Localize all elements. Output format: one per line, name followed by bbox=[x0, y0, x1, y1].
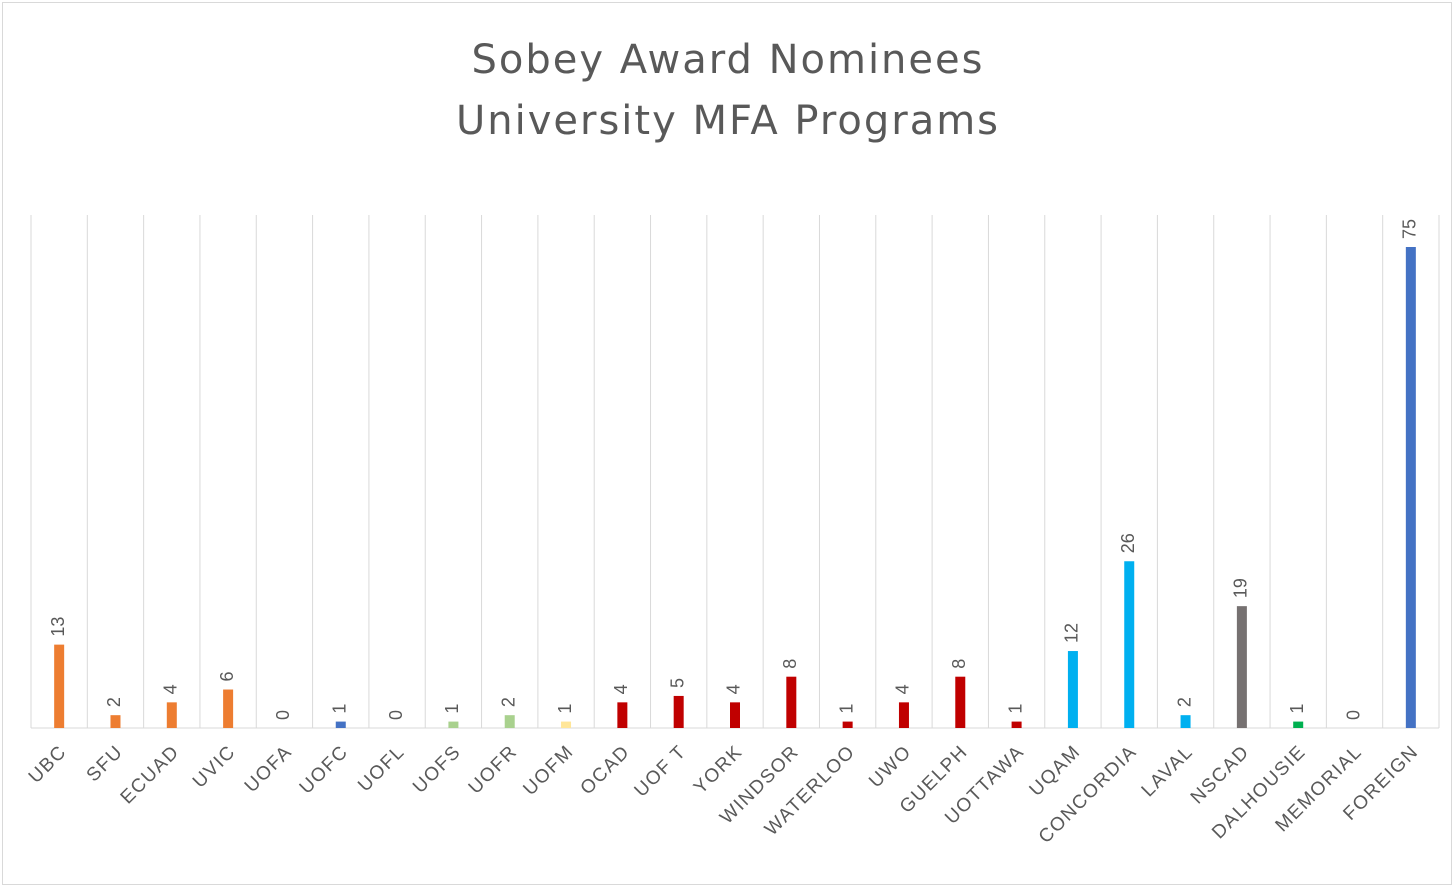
bar bbox=[842, 721, 853, 728]
bar bbox=[1405, 247, 1416, 728]
data-label: 4 bbox=[893, 684, 913, 694]
x-tick-label: SFU bbox=[83, 741, 128, 786]
data-label: 4 bbox=[161, 684, 181, 694]
bar bbox=[1180, 715, 1191, 728]
data-label: 2 bbox=[1174, 697, 1194, 707]
bar bbox=[898, 702, 909, 728]
data-label: 2 bbox=[104, 697, 124, 707]
x-tick-label: UOFM bbox=[519, 741, 578, 800]
x-tick-label: ECUAD bbox=[117, 741, 184, 808]
data-label: 19 bbox=[1231, 578, 1251, 598]
data-label: 4 bbox=[724, 684, 744, 694]
x-tick-label: UOFC bbox=[296, 741, 353, 798]
bar bbox=[1011, 721, 1022, 728]
x-tick-label: UOFA bbox=[241, 741, 297, 797]
bar bbox=[54, 644, 65, 728]
data-label: 26 bbox=[1118, 533, 1138, 553]
bar bbox=[1067, 651, 1078, 728]
bar bbox=[673, 695, 684, 728]
data-label: 0 bbox=[386, 710, 406, 720]
bar bbox=[166, 702, 177, 728]
bar bbox=[448, 721, 459, 728]
x-tick-label: UOFR bbox=[465, 741, 522, 798]
data-label: 6 bbox=[217, 672, 237, 682]
x-tick-label: UWO bbox=[865, 741, 916, 792]
bar bbox=[786, 676, 797, 728]
data-label: 8 bbox=[780, 659, 800, 669]
data-label: 8 bbox=[949, 659, 969, 669]
data-label: 13 bbox=[48, 617, 68, 637]
data-label: 1 bbox=[1005, 704, 1025, 714]
chart-title: Sobey Award Nominees bbox=[471, 37, 985, 83]
data-label: 2 bbox=[498, 697, 518, 707]
data-label: 0 bbox=[273, 710, 293, 720]
data-label: 4 bbox=[611, 684, 631, 694]
bar bbox=[1124, 561, 1135, 728]
data-label: 0 bbox=[1343, 710, 1363, 720]
x-tick-label: UVIC bbox=[189, 741, 240, 792]
data-label: 1 bbox=[442, 704, 462, 714]
bar bbox=[561, 721, 572, 728]
x-tick-label: YORK bbox=[690, 741, 747, 798]
bar bbox=[617, 702, 628, 728]
x-tick-label: OCAD bbox=[577, 741, 635, 799]
x-tick-label: UOF T bbox=[631, 741, 691, 801]
chart-subtitle: University MFA Programs bbox=[455, 98, 1001, 144]
data-label: 1 bbox=[330, 704, 350, 714]
bar bbox=[504, 715, 515, 728]
data-label: 5 bbox=[667, 678, 687, 688]
x-tick-label: CONCORDIA bbox=[1035, 741, 1142, 848]
bar bbox=[730, 702, 740, 728]
x-tick-label: UBC bbox=[25, 741, 71, 787]
bar bbox=[110, 715, 121, 728]
bar bbox=[223, 689, 234, 728]
data-label: 1 bbox=[555, 704, 575, 714]
data-label: 1 bbox=[1287, 704, 1307, 714]
x-tick-label: UOFL bbox=[354, 741, 409, 796]
bar bbox=[1236, 606, 1247, 728]
bar bbox=[1293, 721, 1304, 728]
x-tick-label: UOFS bbox=[409, 741, 465, 797]
bar bbox=[955, 676, 966, 728]
data-label: 75 bbox=[1400, 219, 1420, 239]
data-label: 1 bbox=[836, 704, 856, 714]
data-label: 12 bbox=[1062, 623, 1082, 643]
bar bbox=[335, 721, 346, 728]
